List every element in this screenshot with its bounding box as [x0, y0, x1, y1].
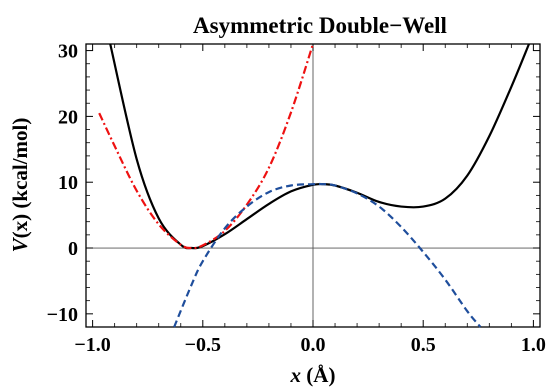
y-tick-label: 0 [68, 238, 78, 260]
axis-ticks [86, 44, 540, 327]
y-axis-argument: (x) [8, 214, 32, 239]
x-tick-labels: −1.0 −0.5 0.0 0.5 1.0 [74, 334, 545, 356]
y-tick-label: 20 [58, 106, 78, 128]
x-axis-unit: (Å) [301, 363, 335, 387]
x-axis-variable: x [290, 363, 302, 387]
x-tick-label: 0.0 [301, 334, 326, 356]
plot-area [85, 43, 541, 328]
y-axis-label: V(x) (kcal/mol) [8, 118, 32, 253]
y-tick-label: 10 [58, 172, 78, 194]
barrier-parabola-curve [173, 182, 482, 328]
y-axis-unit: (kcal/mol) [8, 118, 32, 214]
x-tick-label: −0.5 [185, 334, 221, 356]
x-tick-label: 0.5 [411, 334, 436, 356]
y-tick-label: 30 [58, 41, 78, 63]
x-axis-label: x (Å) [290, 363, 336, 387]
potential-curve [109, 43, 530, 250]
y-tick-label: −10 [47, 304, 78, 326]
y-tick-labels: −10 0 10 20 30 [47, 41, 78, 326]
curves [98, 43, 530, 328]
x-tick-label: −1.0 [74, 334, 110, 356]
left-well-harmonic-curve [98, 43, 315, 250]
chart-title: Asymmetric Double−Well [193, 13, 447, 38]
y-axis-variable: V [8, 236, 32, 252]
x-tick-label: 1.0 [521, 334, 546, 356]
